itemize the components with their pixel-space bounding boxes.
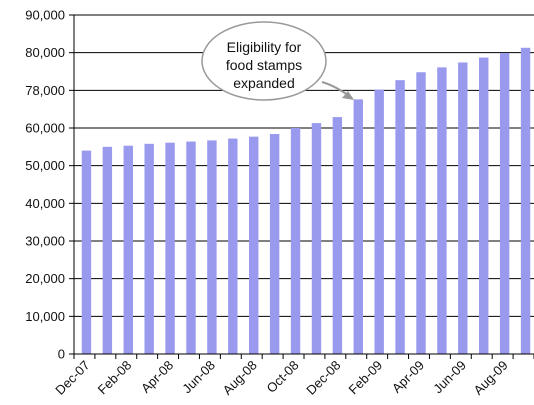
bars bbox=[81, 47, 531, 355]
x-tick-labels: Dec-07 Feb-08 Apr-08 Jun-08 Aug-08 Oct-08 Dec-… bbox=[52, 354, 534, 398]
bar bbox=[479, 57, 489, 355]
bar bbox=[207, 140, 217, 354]
bar bbox=[395, 80, 405, 354]
callout-line-1: Eligibility for bbox=[227, 39, 302, 55]
bar bbox=[374, 89, 384, 354]
bar bbox=[144, 143, 154, 354]
bar bbox=[165, 142, 175, 354]
bar bbox=[353, 99, 363, 354]
bar bbox=[332, 117, 343, 355]
x-tick-label: Dec-07 bbox=[52, 358, 92, 398]
bar bbox=[520, 47, 531, 355]
bar bbox=[416, 72, 426, 355]
y-tick-label: 60,000 bbox=[25, 121, 65, 136]
bar bbox=[458, 62, 468, 355]
y-tick-label: 80,000 bbox=[25, 45, 65, 60]
callout-line-3: expanded bbox=[233, 75, 295, 91]
callout-line-2: food stamps bbox=[226, 57, 302, 73]
y-tick-label: 78,000 bbox=[25, 83, 65, 98]
y-tick-label: 10,000 bbox=[25, 309, 65, 324]
bar bbox=[499, 53, 510, 354]
x-tick-label: Feb-09 bbox=[346, 358, 386, 398]
y-tick-label: 50,000 bbox=[25, 158, 65, 173]
x-tick-label: Jun-09 bbox=[430, 358, 469, 397]
y-tick-label: 90,000 bbox=[25, 8, 65, 23]
x-tick-label: Oct-08 bbox=[263, 358, 301, 396]
bar bbox=[81, 150, 92, 354]
x-tick-label: Aug-09 bbox=[471, 358, 511, 398]
bar bbox=[249, 136, 259, 354]
y-tick-label: 40,000 bbox=[25, 196, 65, 211]
x-tick-label: Aug-08 bbox=[220, 358, 260, 398]
bar bbox=[437, 67, 447, 355]
x-tick-label: Apr-08 bbox=[138, 358, 176, 396]
bar bbox=[311, 123, 322, 354]
y-tick-labels: 0 10,000 20,000 30,000 40,000 50,000 60,000 78,… bbox=[25, 8, 74, 362]
bar bbox=[123, 145, 133, 354]
bar bbox=[269, 134, 280, 354]
callout-bubble bbox=[201, 21, 327, 101]
y-tick-label: 20,000 bbox=[25, 271, 65, 286]
x-tick-label: Feb-08 bbox=[95, 358, 135, 398]
bar bbox=[186, 141, 196, 354]
x-tick-label: Dec-08 bbox=[303, 358, 343, 398]
annotation-callout: Eligibility for food stamps expanded bbox=[201, 21, 354, 101]
y-tick-label: 30,000 bbox=[25, 234, 65, 249]
x-tick-label: Jun-08 bbox=[179, 358, 218, 397]
y-tick-label: 0 bbox=[58, 347, 65, 362]
bar bbox=[228, 138, 238, 354]
callout-arrowhead bbox=[342, 91, 354, 100]
bar bbox=[290, 128, 301, 354]
bar bbox=[102, 146, 113, 354]
x-tick-label: Apr-09 bbox=[389, 358, 427, 396]
